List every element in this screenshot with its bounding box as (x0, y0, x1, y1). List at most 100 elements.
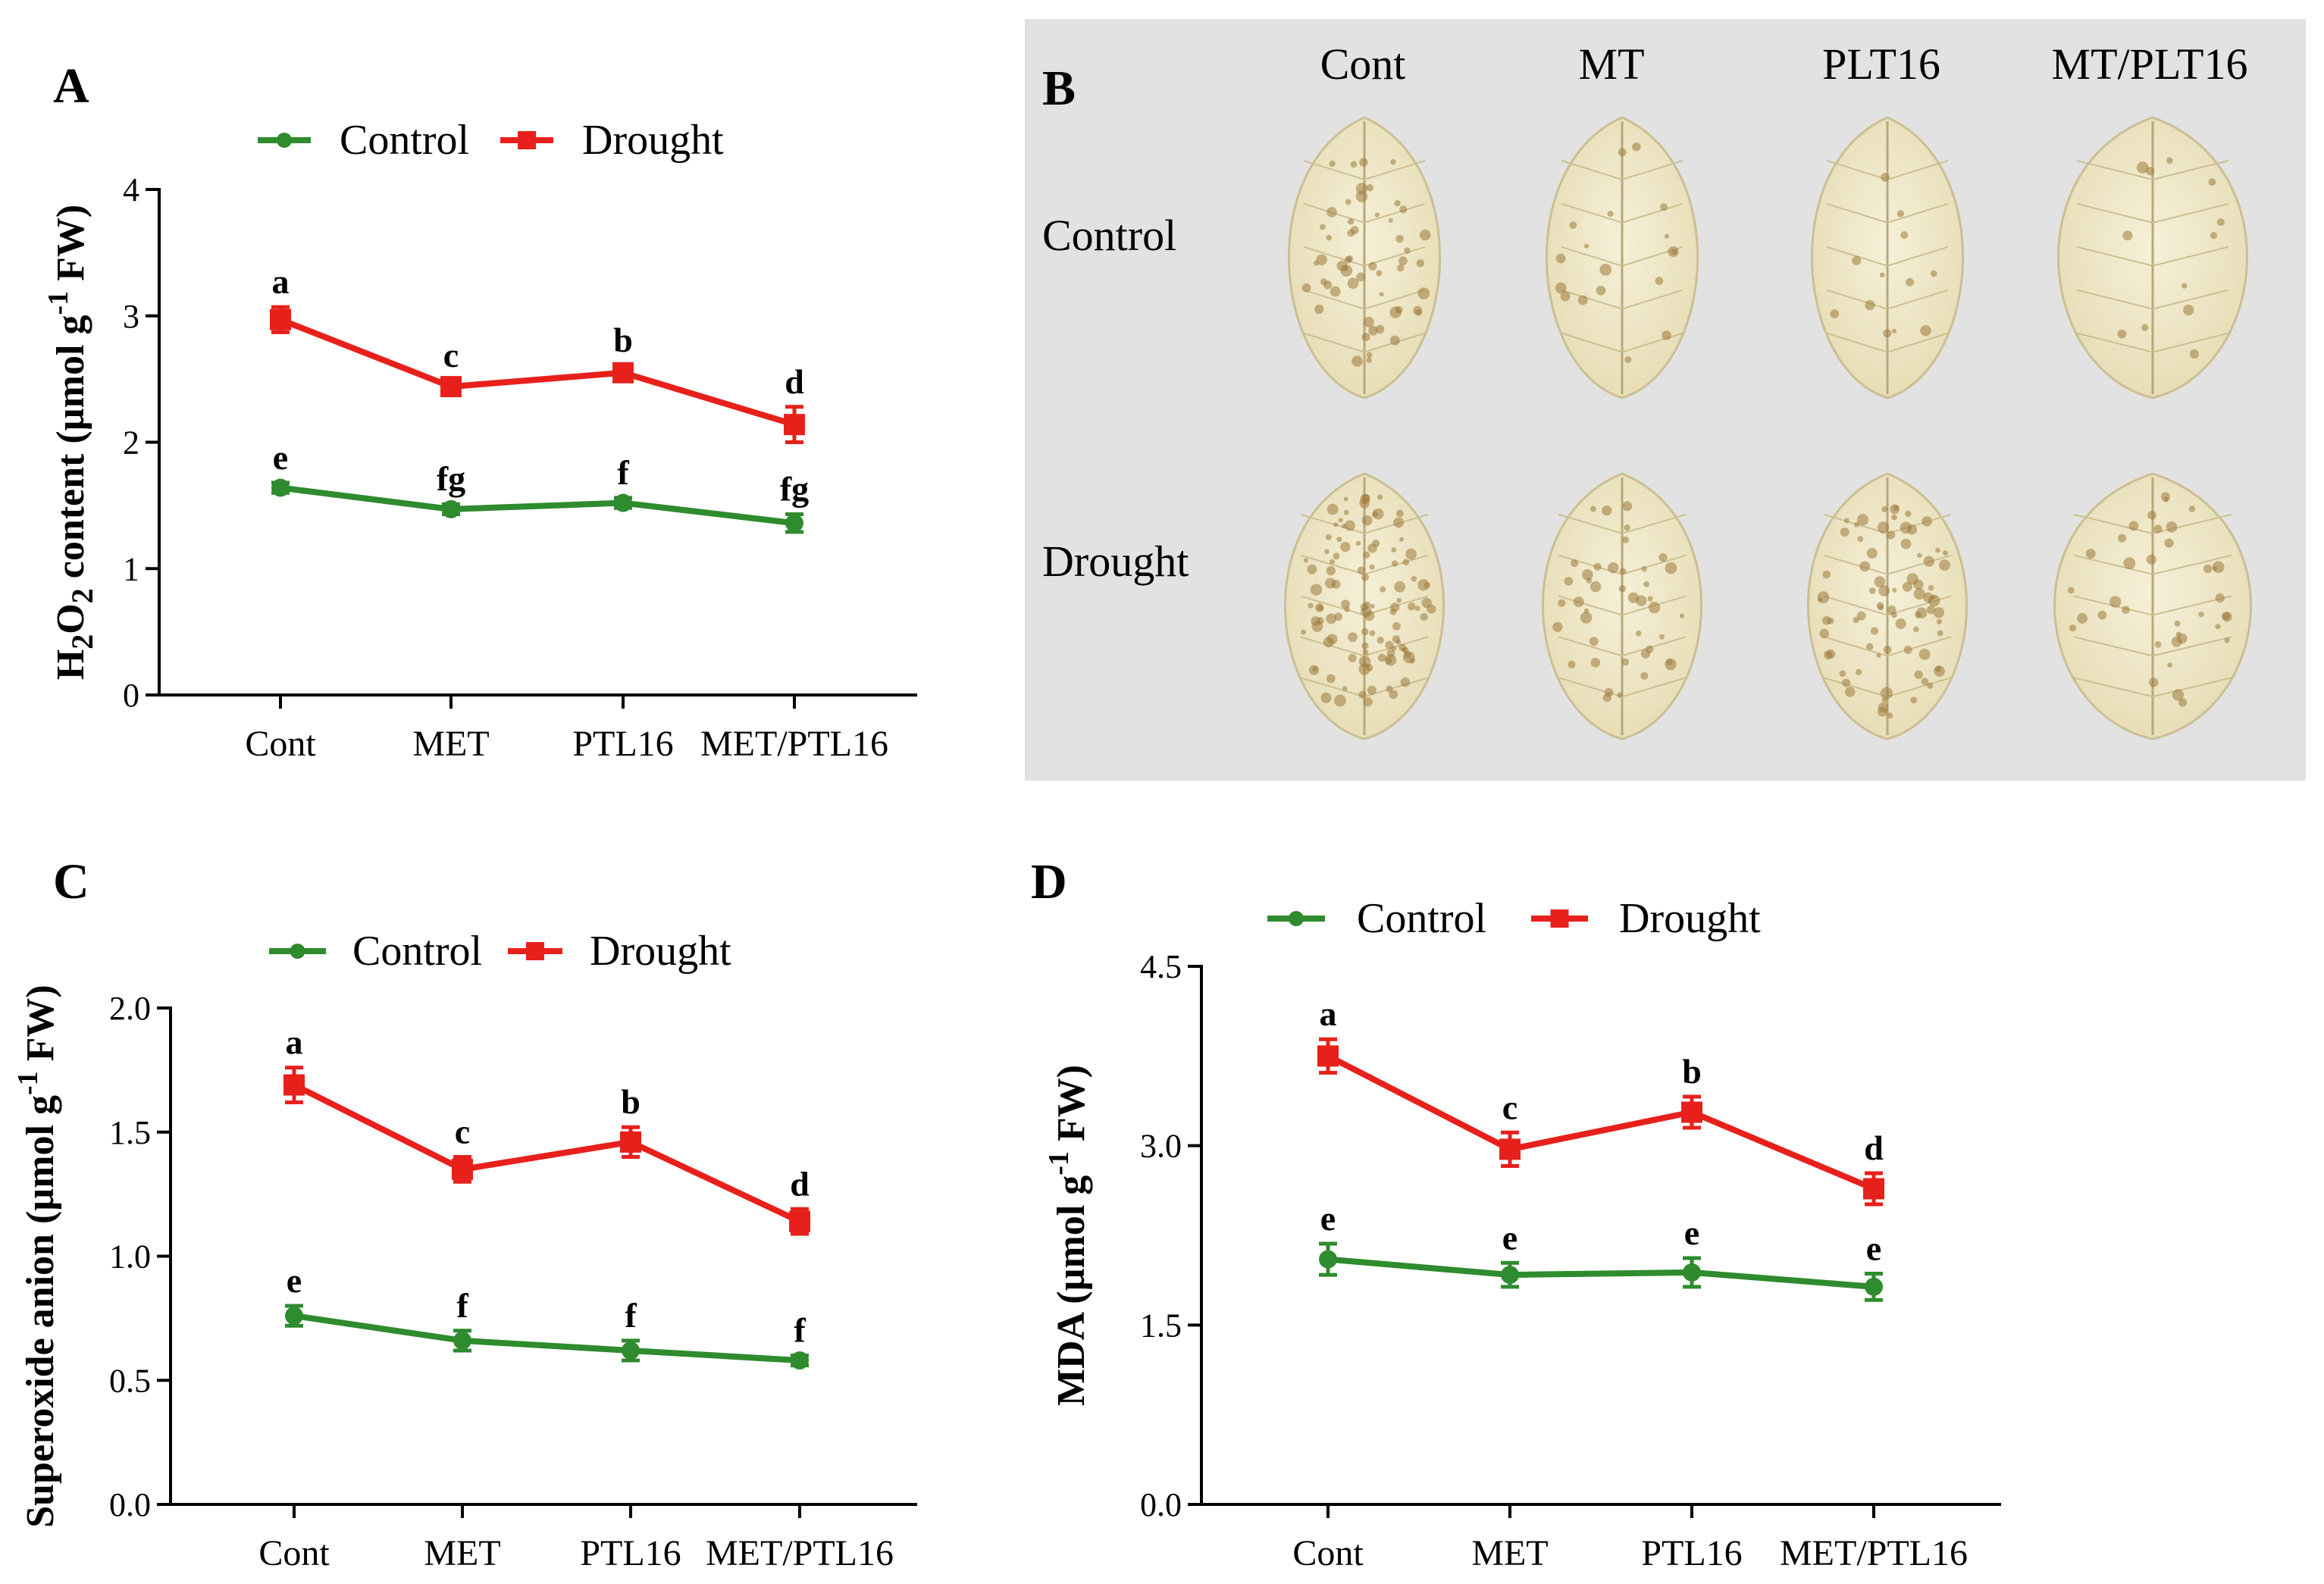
leaf-stain-spot (2128, 521, 2139, 531)
leaf-vein (1561, 202, 1623, 224)
panel-a-y-tick-label: 2 (123, 424, 139, 462)
leaf-stain-spot (1361, 573, 1370, 581)
leaf-stain-spot (1647, 596, 1653, 602)
leaf-stain-spot (1409, 657, 1415, 664)
leaf-stain-spot (2188, 506, 2196, 512)
leaf-stain-spot (1358, 663, 1370, 675)
panel-a-x-tick-label: Cont (245, 724, 316, 764)
leaf-stain-spot (1361, 515, 1373, 526)
panel-d-y-axis-label-part: MDA (µmol g (1050, 1175, 1093, 1406)
panel-c-control-significance-label: f (456, 1286, 468, 1325)
leaf-stain-spot (1308, 665, 1320, 675)
leaf-stain-spot (1907, 524, 1918, 535)
leaf-stain-spot (1930, 270, 1937, 277)
leaf-stain-spot (1942, 550, 1948, 556)
leaf-stain-spot (1881, 687, 1893, 700)
leaf-vein (1823, 554, 1888, 575)
leaf-stain-spot (1366, 357, 1372, 363)
leaf-stain-spot (1385, 640, 1394, 650)
leaf-stain-spot (1671, 249, 1677, 255)
leaf-stain-spot (1355, 183, 1368, 195)
leaf-stain-spot (1368, 325, 1379, 336)
leaf-stain-spot (1324, 549, 1330, 555)
leaf-stain-spot (1878, 604, 1884, 611)
leaf-stain-spot (1363, 697, 1373, 707)
leaf-stain-spot (1604, 687, 1614, 697)
leaf-stain-spot (2198, 611, 2204, 618)
leaf-stain-spot (1906, 573, 1918, 585)
leaf-stain-spot (1323, 280, 1333, 290)
leaf-stain-spot (1355, 540, 1361, 546)
leaf-vein (2073, 513, 2153, 534)
panel-a-y-tick-label: 0 (123, 677, 139, 714)
leaf-vein (1300, 595, 1365, 616)
leaf-stain-spot (1622, 536, 1629, 543)
panel-a-y-axis-label-part: FW) (49, 205, 92, 291)
panel-d-drought-significance-label: a (1320, 994, 1337, 1033)
leaf-vein (1558, 595, 1623, 616)
leaf-vein (1823, 595, 1888, 616)
panel-d-y-tick-label: 4.5 (1140, 948, 1182, 985)
leaf-stain-spot (2172, 689, 2185, 701)
panel-c-chart: C 0.0 0.5 1.0 1.5 2.0 Cont MET PTL16 MET/PTL16 Su… (12, 854, 917, 1573)
photo-column-label-cont: Cont (1320, 39, 1406, 89)
leaf-vein (1364, 677, 1429, 698)
leaf-stain-spot (1922, 516, 1932, 527)
panel-a-legend-control-marker (277, 133, 292, 148)
leaf-vein (2076, 159, 2153, 180)
leaf-stain-spot (1914, 670, 1923, 680)
leaf-vein (1826, 332, 1888, 353)
panel-c-x-tick-label: Cont (258, 1533, 330, 1573)
panel-a-x-tick-label: MET/PTL16 (700, 724, 888, 764)
panel-c-legend-drought-label: Drought (590, 928, 731, 975)
leaf-stain-spot (1398, 537, 1405, 542)
leaf-stain-spot (1891, 612, 1897, 618)
panel-d-legend-control-marker (1289, 911, 1304, 926)
leaf-stain-spot (1819, 628, 1830, 639)
leaf-vein (2152, 246, 2229, 267)
leaf-stain-spot (1564, 577, 1574, 586)
panel-d-y-tick-label: 3.0 (1140, 1128, 1182, 1165)
leaf-vein (1364, 289, 1426, 310)
leaf-stain-spot (1568, 660, 1576, 668)
panel-d-drought-point (1317, 1045, 1339, 1067)
leaf-stain-spot (1583, 243, 1590, 249)
leaf-stain-spot (1400, 677, 1411, 687)
leaf-stain-spot (1935, 547, 1940, 553)
leaf-stain-spot (1396, 597, 1402, 603)
leaf-stain-spot (1386, 649, 1395, 658)
leaf-stain-spot (1416, 258, 1425, 268)
panel-c-legend-control-label: Control (352, 928, 482, 975)
panel-c-y-tick-label: 0.5 (109, 1362, 151, 1399)
leaf-vein (2073, 677, 2153, 698)
leaf-stain-spot (2123, 557, 2136, 570)
leaf-stain-spot (1599, 263, 1612, 276)
leaf-stain-spot (1859, 561, 1871, 572)
panel-a-y-axis-label-part: H (49, 650, 92, 680)
leaf-stain-spot (1326, 613, 1337, 625)
leaf-stain-spot (2122, 230, 2133, 241)
leaf-stain-spot (1658, 553, 1668, 562)
leaf-stain-spot (1364, 610, 1375, 621)
panel-a-y-axis-label-part: content (µmol g (49, 315, 92, 589)
panel-a-control-line (280, 484, 795, 527)
leaf-stain-spot (1640, 649, 1651, 659)
leaf-stain-spot (1903, 645, 1912, 655)
leaf-vein (1823, 677, 1888, 698)
leaf-stain-spot (1333, 553, 1340, 560)
leaf-vein (1561, 332, 1623, 353)
leaf-stain-spot (1360, 493, 1370, 505)
leaf-vein (2073, 554, 2153, 575)
leaf-stain-spot (1344, 256, 1352, 264)
leaf-vein (1621, 202, 1683, 224)
panel-a-x-tick-label: MET (412, 724, 489, 764)
leaf-stain-spot (2166, 157, 2173, 164)
panel-a-legend-drought-label: Drought (582, 117, 724, 164)
leaf-stain-spot (1927, 682, 1934, 689)
leaf-vein (1300, 677, 1365, 698)
leaf-stain-spot (1900, 538, 1912, 549)
leaf-stain-spot (1366, 352, 1373, 358)
leaf-stain-spot (1424, 581, 1430, 589)
leaf-stain-spot (2166, 521, 2178, 533)
